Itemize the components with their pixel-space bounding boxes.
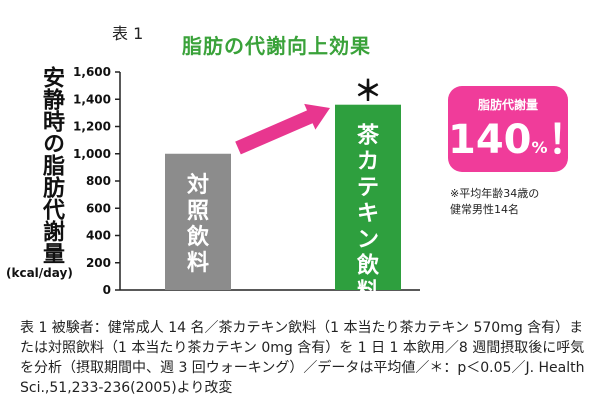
- note-line-1: ※平均年齢34歳の: [450, 187, 540, 200]
- callout-badge: [448, 86, 568, 172]
- bar-label-char: 照: [187, 199, 209, 224]
- bar-label-char: 料: [357, 280, 379, 305]
- bar-label-char: 料: [187, 251, 209, 276]
- y-tick-label: 1,000: [73, 147, 111, 161]
- bar-label-char: 茶: [357, 124, 380, 149]
- bar-control: [165, 153, 231, 290]
- callout-exclamation: ！: [547, 117, 588, 163]
- chart-title: 脂肪の代謝向上効果: [182, 34, 371, 58]
- bar-label-char: 飲: [186, 224, 210, 250]
- bar-label-char: カ: [357, 150, 379, 175]
- bar-label-char: 対: [187, 173, 209, 198]
- callout-unit: %: [531, 138, 548, 157]
- table-label: 表 1: [112, 24, 144, 43]
- callout-label: 脂肪代謝量: [477, 98, 538, 112]
- y-tick-label: 0: [103, 283, 111, 297]
- callout-number: 140: [448, 117, 532, 163]
- figure-caption: 表 1 被験者：健常成人 14 名／茶カテキン飲料（1 本当たり茶カテキン 57…: [20, 320, 585, 396]
- bar-catechin: [335, 104, 401, 290]
- y-tick-label: 1,200: [73, 120, 111, 134]
- increase-arrow-icon: [235, 103, 330, 155]
- y-axis-unit: (kcal/day): [6, 266, 73, 280]
- callout-note: ※平均年齢34歳の 健常男性14名: [450, 186, 590, 218]
- bar-label-char: 飲: [356, 253, 380, 279]
- note-line-2: 健常男性14名: [450, 203, 519, 216]
- bar-label-char: キ: [357, 202, 379, 227]
- y-tick-label: 1,400: [73, 92, 111, 106]
- y-tick-label: 1,600: [73, 65, 111, 79]
- y-tick-label: 600: [86, 201, 111, 215]
- callout-value: 140%！: [448, 117, 588, 170]
- y-tick-label: 400: [86, 229, 111, 243]
- y-axis-label: 安静時の脂肪代謝量: [39, 66, 64, 264]
- significance-marker: ＊: [354, 75, 382, 108]
- y-tick-label: 800: [86, 174, 111, 188]
- y-tick-label: 200: [86, 256, 111, 270]
- bar-label-char: ン: [357, 228, 379, 253]
- bar-label-char: テ: [357, 176, 379, 201]
